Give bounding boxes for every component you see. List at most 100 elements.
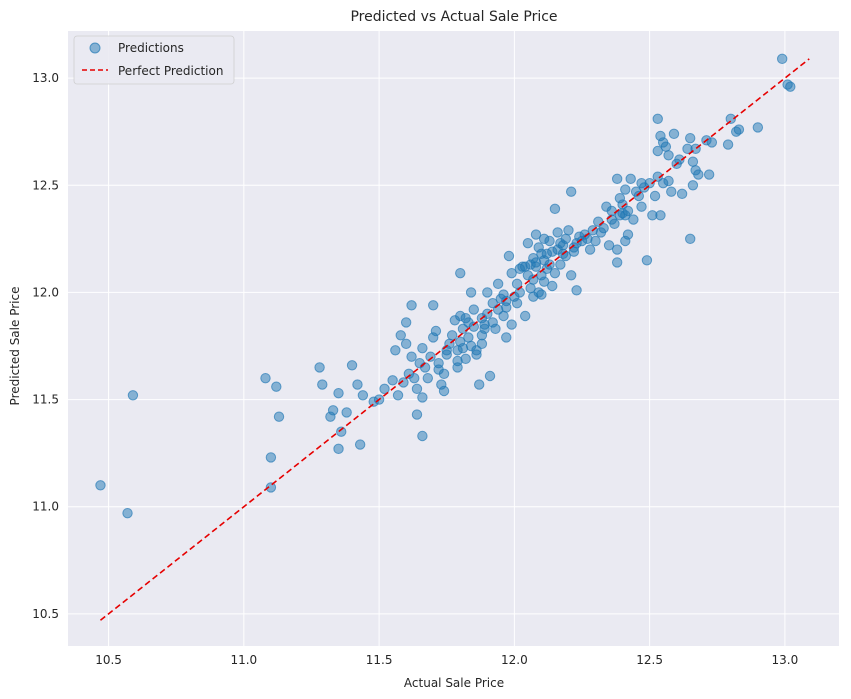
scatter-point [652, 145, 663, 157]
scatter-point [622, 205, 634, 217]
scatter-point [411, 383, 423, 395]
scatter-point [703, 169, 715, 180]
scatter-point [422, 372, 433, 384]
scatter-point [506, 319, 517, 330]
scatter-point [663, 175, 674, 187]
y-tick-label: 11.0 [32, 500, 59, 514]
scatter-point [333, 387, 344, 399]
legend-label-predictions: Predictions [118, 41, 184, 55]
scatter-point [522, 237, 534, 249]
y-tick-label: 12.5 [32, 178, 59, 192]
scatter-point [785, 81, 796, 92]
scatter-point [620, 184, 631, 195]
x-axis-label: Actual Sale Price [404, 676, 504, 690]
scatter-point [265, 482, 277, 493]
scatter-point [547, 280, 558, 292]
scatter-point [584, 244, 596, 255]
scatter-point [390, 345, 401, 356]
scatter-point [598, 222, 609, 234]
scatter-point [511, 297, 523, 309]
scatter-point [603, 240, 615, 251]
scatter-point [571, 285, 582, 296]
scatter-point [611, 244, 623, 255]
scatter-point [725, 113, 736, 125]
legend-marker-predictions [89, 42, 101, 54]
x-axis-ticks: 10.5 11.0 11.5 12.0 12.5 13.0 [95, 653, 798, 667]
scatter-point [484, 370, 496, 382]
scatter-point [528, 274, 539, 285]
scatter-point [611, 173, 623, 185]
scatter-point [641, 255, 653, 266]
scatter-point [379, 383, 390, 395]
scatter-point [417, 342, 428, 354]
scatter-point [687, 156, 699, 167]
legend-label-perfect-prediction: Perfect Prediction [118, 64, 223, 78]
scatter-point [406, 351, 417, 362]
scatter-point [530, 261, 542, 272]
scatter-point [395, 330, 406, 341]
y-tick-label: 12.0 [32, 285, 59, 299]
legend: Predictions Perfect Prediction [73, 35, 235, 85]
y-tick-label: 13.0 [32, 71, 59, 85]
scatter-point [446, 330, 458, 341]
scatter-point [628, 214, 639, 225]
scatter-point [501, 302, 512, 313]
scatter-point [544, 235, 555, 247]
scatter-point [127, 390, 139, 401]
scatter-point [438, 385, 450, 397]
scatter-point [122, 507, 133, 519]
scatter-point [498, 310, 509, 322]
reference-lines [99, 58, 810, 621]
scatter-point [530, 229, 542, 240]
scatter-point [314, 362, 325, 373]
scatter-point [354, 439, 366, 450]
scatter-point [460, 353, 471, 365]
y-axis-ticks: 10.5 11.0 11.5 12.0 12.5 13.0 [32, 71, 59, 621]
scatter-point [501, 332, 512, 343]
scatter-point [398, 377, 409, 388]
scatter-point [482, 287, 493, 298]
scatter-point [428, 300, 439, 311]
scatter-point [506, 267, 517, 279]
scatter-point [538, 276, 550, 287]
scatter-point [655, 210, 666, 221]
scatter-point [95, 480, 106, 491]
perfect-prediction-line [99, 58, 810, 621]
scatter-point [590, 235, 601, 247]
scatter-point [400, 317, 412, 328]
scatter-point [776, 53, 788, 65]
scatter-point [260, 372, 271, 384]
scatter-point [503, 250, 515, 262]
scatter-point [636, 201, 647, 212]
scatter-point [452, 362, 463, 373]
scatter-point [400, 338, 412, 350]
scatter-point [336, 426, 347, 437]
y-axis-label: Predicted Sale Price [8, 287, 22, 406]
scatter-point [663, 150, 674, 161]
scatter-point [406, 300, 417, 311]
scatter-point [565, 186, 577, 197]
scatter-point [492, 278, 504, 290]
scatter-point [352, 379, 363, 390]
scatter-point [417, 392, 428, 403]
scatter-point [474, 379, 485, 390]
x-tick-label: 10.5 [95, 653, 122, 667]
scatter-point [476, 338, 488, 350]
scatter-point [693, 169, 704, 180]
scatter-point [265, 452, 277, 463]
scatter-point [565, 270, 577, 281]
scatter-point [341, 407, 352, 418]
scatter-point [411, 409, 423, 420]
scatter-point [387, 375, 398, 386]
scatter-point [430, 325, 442, 337]
scatter-point [549, 203, 561, 215]
scatter-point [676, 188, 688, 200]
scatter-point [357, 390, 369, 401]
scatter-point [563, 225, 574, 236]
scatter-point [333, 443, 344, 455]
scatter-point [560, 233, 571, 245]
scatter-point [471, 349, 482, 360]
scatter-point [479, 323, 490, 335]
scatter-point [409, 372, 420, 384]
